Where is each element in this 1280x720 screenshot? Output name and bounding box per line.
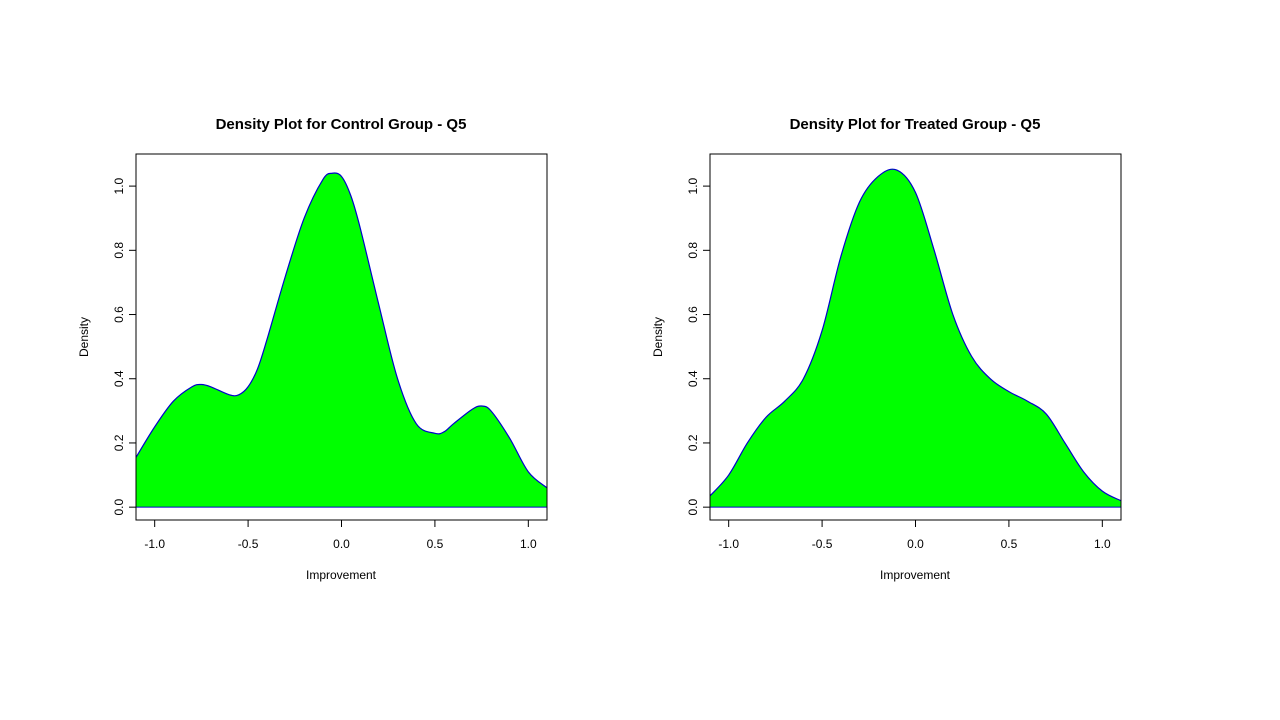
- x-tick-label: -0.5: [238, 537, 259, 551]
- x-tick-label: 0.5: [1001, 537, 1018, 551]
- x-tick-label: -1.0: [144, 537, 165, 551]
- density-curve: [135, 172, 548, 489]
- x-axis: -1.0 -0.5 0.0 0.5 1.0: [144, 520, 537, 551]
- y-tick-label: 0.8: [112, 242, 126, 259]
- x-tick-label: 1.0: [1094, 537, 1111, 551]
- treated-density-panel: Density Plot for Treated Group - Q5 -1.0…: [651, 116, 1122, 582]
- y-axis-label: Density: [77, 317, 91, 357]
- y-tick-label: 1.0: [112, 177, 126, 194]
- x-tick-label: -1.0: [718, 537, 739, 551]
- density-curve: [709, 168, 1122, 502]
- y-tick-label: 1.0: [686, 177, 700, 194]
- x-tick-label: 1.0: [520, 537, 537, 551]
- density-area: [710, 169, 1121, 508]
- x-tick-label: 0.0: [333, 537, 350, 551]
- y-axis: 0.0 0.2 0.4 0.6 0.8 1.0: [686, 177, 710, 516]
- x-axis-label: Improvement: [306, 568, 377, 582]
- x-tick-label: -0.5: [812, 537, 833, 551]
- y-tick-label: 0.0: [686, 498, 700, 515]
- y-tick-label: 0.2: [686, 434, 700, 451]
- y-tick-label: 0.4: [686, 370, 700, 387]
- density-area: [136, 173, 547, 508]
- y-tick-label: 0.8: [686, 242, 700, 259]
- y-tick-label: 0.0: [112, 498, 126, 515]
- y-axis: 0.0 0.2 0.4 0.6 0.8 1.0: [112, 177, 136, 516]
- x-tick-label: 0.5: [427, 537, 444, 551]
- y-tick-label: 0.6: [686, 306, 700, 323]
- y-tick-label: 0.6: [112, 306, 126, 323]
- y-tick-label: 0.2: [112, 434, 126, 451]
- control-density-panel: Density Plot for Control Group - Q5 -1.0…: [77, 116, 548, 582]
- chart-title: Density Plot for Control Group - Q5: [216, 116, 467, 133]
- y-tick-label: 0.4: [112, 370, 126, 387]
- y-axis-label: Density: [651, 317, 665, 357]
- x-axis: -1.0 -0.5 0.0 0.5 1.0: [718, 520, 1111, 551]
- x-tick-label: 0.0: [907, 537, 924, 551]
- x-axis-label: Improvement: [880, 568, 951, 582]
- chart-title: Density Plot for Treated Group - Q5: [790, 116, 1041, 133]
